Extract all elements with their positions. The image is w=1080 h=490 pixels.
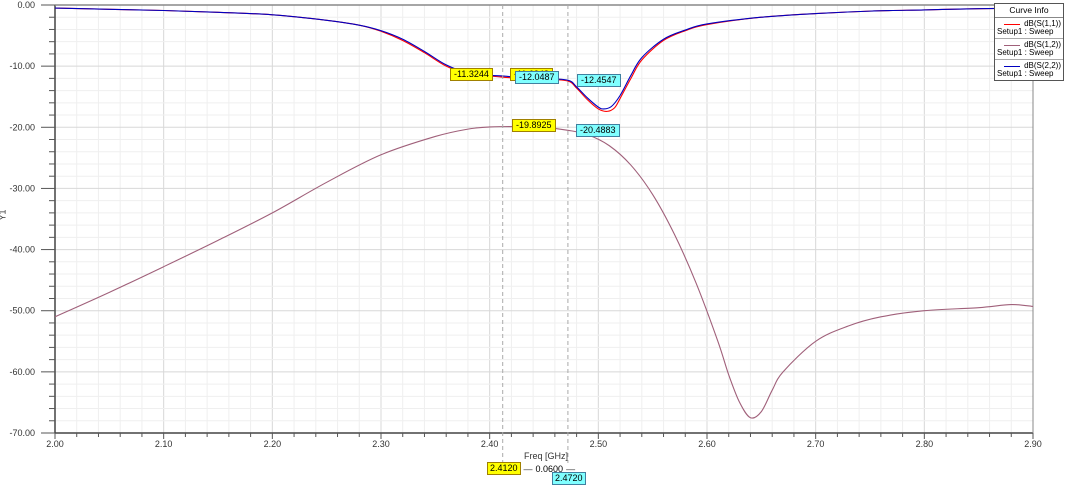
legend-entry-s12[interactable]: dB(S(1,2)) Setup1 : Sweep: [995, 39, 1063, 60]
svg-text:2.30: 2.30: [372, 439, 390, 449]
svg-text:-10.00: -10.00: [9, 61, 35, 71]
marker-label[interactable]: -11.3244: [450, 68, 493, 81]
svg-text:2.90: 2.90: [1024, 439, 1042, 449]
svg-text:2.70: 2.70: [807, 439, 825, 449]
svg-text:-30.00: -30.00: [9, 183, 35, 193]
marker-cursors[interactable]: [502, 5, 569, 463]
s11-color-swatch-icon: [1004, 23, 1021, 25]
svg-text:2.10: 2.10: [155, 439, 173, 449]
svg-text:-20.00: -20.00: [9, 122, 35, 132]
curve-dbs22: [54, 7, 1034, 110]
svg-text:2.20: 2.20: [264, 439, 282, 449]
legend-title: Curve Info: [995, 4, 1063, 18]
marker-label[interactable]: -20.4883: [576, 124, 620, 137]
svg-text:0.00: 0.00: [17, 0, 35, 10]
x-axis-title: Freq [GHz]: [524, 451, 569, 461]
marker-label[interactable]: -19.8925: [512, 119, 556, 132]
curve-info-legend[interactable]: Curve Info dB(S(1,1)) Setup1 : Sweep dB(…: [994, 3, 1064, 81]
svg-text:2.60: 2.60: [698, 439, 716, 449]
marker-label[interactable]: -12.0487: [515, 71, 559, 84]
svg-text:2.40: 2.40: [481, 439, 499, 449]
cursor-delta-row: 2.4120 — 0.0600 —: [487, 462, 575, 475]
curve-dbs11: [54, 7, 1034, 112]
svg-text:-40.00: -40.00: [9, 245, 35, 255]
svg-text:-50.00: -50.00: [9, 306, 35, 316]
svg-text:2.00: 2.00: [46, 439, 64, 449]
y-axis-title: Y1: [0, 209, 8, 221]
cursor-x1-value[interactable]: 2.4120: [487, 462, 521, 475]
cursor-x2-value[interactable]: 2.4720: [552, 472, 586, 485]
curve-dbs12: [54, 126, 1034, 419]
svg-text:-60.00: -60.00: [9, 367, 35, 377]
cursor-delta-value: 0.0600: [535, 463, 564, 474]
svg-text:2.50: 2.50: [590, 439, 608, 449]
plot-curves: [54, 7, 1034, 419]
marker-label[interactable]: -12.4547: [577, 74, 621, 87]
svg-text:2.80: 2.80: [916, 439, 934, 449]
s12-color-swatch-icon: [1004, 44, 1021, 46]
s22-color-swatch-icon: [1004, 65, 1021, 67]
svg-text:-70.00: -70.00: [9, 428, 35, 438]
legend-entry-s11[interactable]: dB(S(1,1)) Setup1 : Sweep: [995, 18, 1063, 39]
legend-entry-s22[interactable]: dB(S(2,2)) Setup1 : Sweep: [997, 61, 1061, 78]
